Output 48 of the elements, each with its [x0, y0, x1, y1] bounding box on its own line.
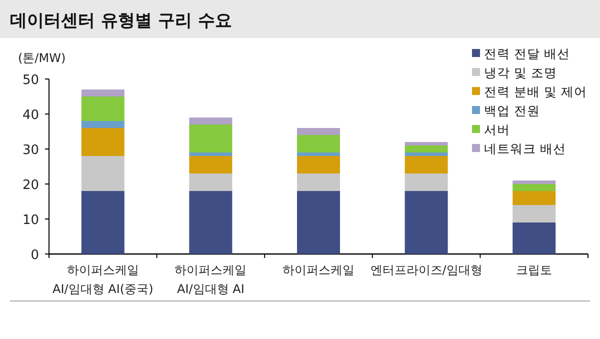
bar — [189, 152, 232, 156]
y-axis-title: (톤/MW) — [18, 51, 66, 65]
bar — [404, 191, 448, 254]
bar — [189, 124, 232, 152]
bar — [404, 146, 448, 152]
x-tick-label: 하이퍼스케일 — [282, 263, 354, 277]
y-tick-label: 30 — [22, 143, 39, 158]
bar — [297, 156, 340, 174]
chart-title: 데이터센터 유형별 구리 수요 — [10, 11, 232, 31]
bar — [189, 118, 232, 124]
bar — [81, 191, 124, 254]
legend-label: 전력 분배 및 제어 — [484, 84, 587, 99]
bar — [81, 90, 124, 96]
bar — [81, 156, 124, 191]
x-tick-label: 엔터프라이즈/임대형 — [370, 263, 482, 277]
bar — [297, 128, 340, 135]
y-tick-label: 40 — [22, 108, 39, 123]
legend-label: 백업 전원 — [484, 103, 540, 118]
bar — [189, 191, 232, 254]
bar — [81, 96, 124, 121]
legend-label: 전력 전달 배선 — [484, 46, 570, 61]
bar — [404, 174, 448, 191]
bar — [512, 205, 556, 222]
bar — [81, 121, 124, 128]
bar — [81, 128, 124, 156]
bar — [512, 184, 556, 191]
bar — [512, 180, 556, 184]
y-tick-label: 10 — [22, 213, 39, 228]
x-tick-label: 하이퍼스케일 AI/임대형 AI(중국) — [52, 263, 154, 296]
legend-label: 네트워크 배선 — [484, 141, 566, 156]
bar — [404, 152, 448, 156]
bar — [297, 174, 340, 191]
y-tick-label: 20 — [22, 178, 39, 193]
bar — [189, 156, 232, 174]
bar — [404, 142, 448, 146]
bar — [189, 174, 232, 191]
y-tick-label: 0 — [30, 248, 39, 263]
x-tick-label: 크립토 — [516, 263, 552, 277]
x-tick-label: 하이퍼스케일 AI/임대형 AI — [174, 263, 247, 296]
bar — [297, 191, 340, 254]
bar — [297, 152, 340, 156]
bar — [297, 135, 340, 152]
bar — [512, 191, 556, 205]
legend-label: 서버 — [484, 122, 510, 137]
bar — [404, 156, 448, 174]
bar — [512, 222, 556, 254]
y-tick-label: 50 — [22, 73, 39, 88]
legend-label: 냉각 및 조명 — [484, 65, 557, 80]
